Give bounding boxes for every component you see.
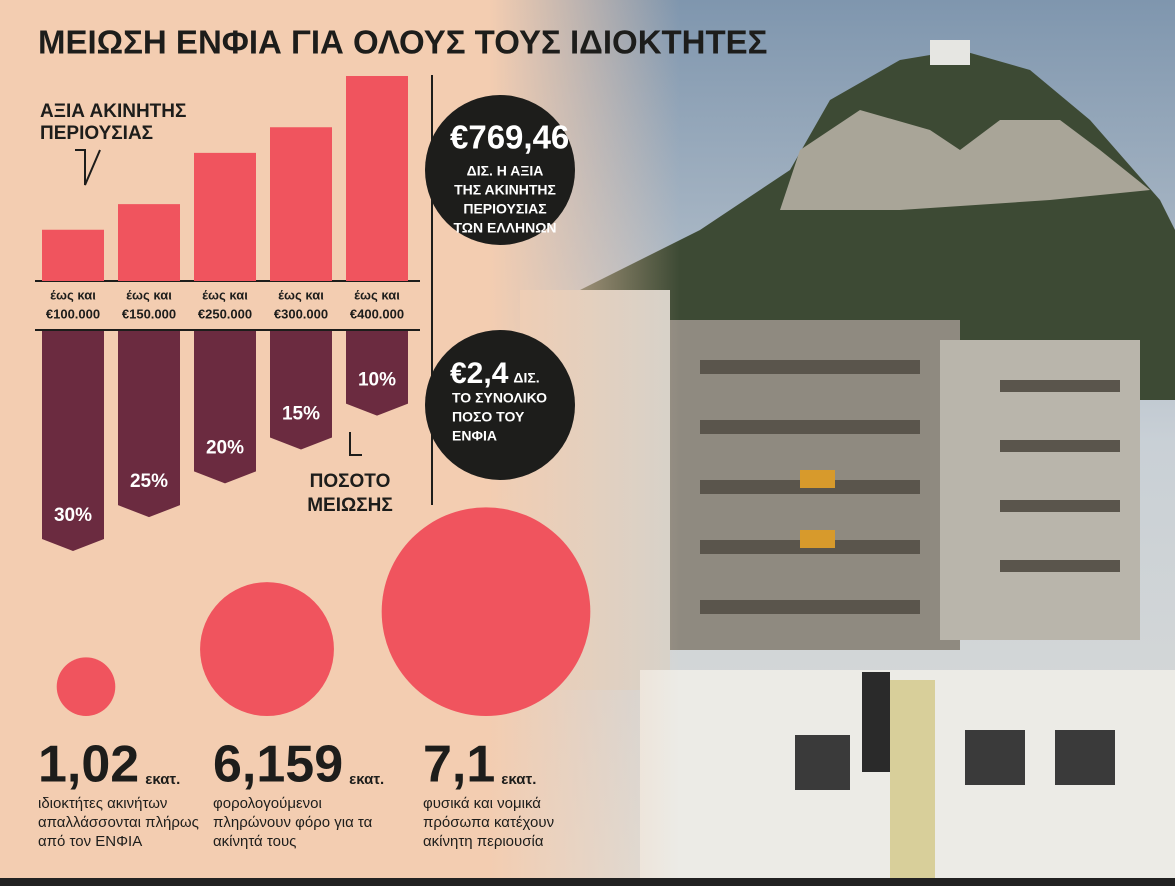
bubble: [200, 582, 334, 716]
title: ΜΕΙΩΣΗ ΕΝΦΙΑ ΓΙΑ ΟΛΟΥΣ ΤΟΥΣ ΙΔΙΟΚΤΗΤΕΣ: [38, 24, 767, 61]
callout-amount: €2,4: [450, 357, 509, 390]
callout-text: ΤΗΣ ΑΚΙΝΗΤΗΣ: [454, 182, 556, 198]
callout-text: ΤΟ ΣΥΝΟΛΙΚΟ: [452, 390, 547, 406]
value-bar: [346, 76, 408, 281]
category-label: €400.000: [350, 306, 404, 321]
category-label: €250.000: [198, 306, 252, 321]
category-label: έως και: [202, 287, 248, 302]
axis-label: ΑΞΙΑ ΑΚΙΝΗΤΗΣ: [40, 101, 186, 122]
bubble-text: πληρώνουν φόρο για τα: [213, 814, 373, 831]
bubble-text: ιδιοκτήτες ακινήτων: [38, 795, 167, 812]
reduction-bar: [346, 331, 408, 416]
reduction-label: 15%: [282, 404, 320, 425]
callout-text: ΠΕΡΙΟΥΣΙΑΣ: [463, 201, 546, 217]
reduction-bar: [194, 331, 256, 484]
category-label: €300.000: [274, 306, 328, 321]
callout-amount: €769,46: [450, 119, 569, 156]
reduction-label: 10%: [358, 370, 396, 391]
bubble-text: ακίνητη περιουσία: [423, 833, 544, 850]
value-bar: [194, 152, 256, 281]
category-label: έως και: [126, 287, 172, 302]
callout-circle: [425, 330, 575, 480]
bubble-unit: εκατ.: [349, 771, 384, 788]
reduction-label: 30%: [54, 505, 92, 526]
bubble-text: ακίνητά τους: [213, 833, 296, 850]
bubble-text: από τον ΕΝΦΙΑ: [38, 833, 142, 850]
bottom-bar: [0, 878, 1175, 886]
bubble-unit: εκατ.: [145, 771, 180, 788]
category-label: έως και: [278, 287, 324, 302]
bubble-text: φυσικά και νομικά: [423, 795, 541, 812]
category-label: έως και: [354, 287, 400, 302]
bubble-unit: εκατ.: [501, 771, 536, 788]
value-bar: [118, 204, 180, 281]
bubble-value: 6,159: [213, 736, 343, 794]
reduction-label: 20%: [206, 437, 244, 458]
callout-circle: [425, 95, 575, 245]
bubble-text: απαλλάσσονται πλήρως: [38, 814, 199, 831]
reduction-label: 25%: [130, 471, 168, 492]
bubble-text: πρόσωπα κατέχουν: [423, 814, 554, 831]
category-label: έως και: [50, 287, 96, 302]
bubble-value: 1,02: [38, 736, 139, 794]
bubble-value: 7,1: [423, 736, 495, 794]
category-label: €150.000: [122, 306, 176, 321]
photo: [480, 0, 1175, 886]
axis-label: ΜΕΙΩΣΗΣ: [307, 495, 393, 516]
axis-label: ΠΕΡΙΟΥΣΙΑΣ: [40, 123, 153, 144]
reduction-bar: [270, 331, 332, 450]
reduction-bar: [42, 331, 104, 551]
axis-label: ΠΟΣΟΤΟ: [310, 471, 391, 492]
callout-text: ΔΙΣ. Η ΑΞΙΑ: [467, 163, 544, 179]
callout-text: ΤΩΝ ΕΛΛΗΝΩΝ: [453, 220, 556, 236]
reduction-bar: [118, 331, 180, 518]
pointer: [349, 432, 362, 456]
value-bar: [42, 229, 104, 281]
callout-unit: ΔΙΣ.: [513, 370, 539, 386]
callout-text: ΕΝΦΙΑ: [452, 428, 497, 444]
pointer: [75, 149, 101, 186]
category-label: €100.000: [46, 306, 100, 321]
bubble: [381, 507, 591, 716]
callout-text: ΠΟΣΟ ΤΟΥ: [452, 409, 525, 425]
bubble: [56, 657, 116, 716]
bubble-text: φορολογούμενοι: [213, 795, 322, 812]
value-bar: [270, 127, 332, 281]
